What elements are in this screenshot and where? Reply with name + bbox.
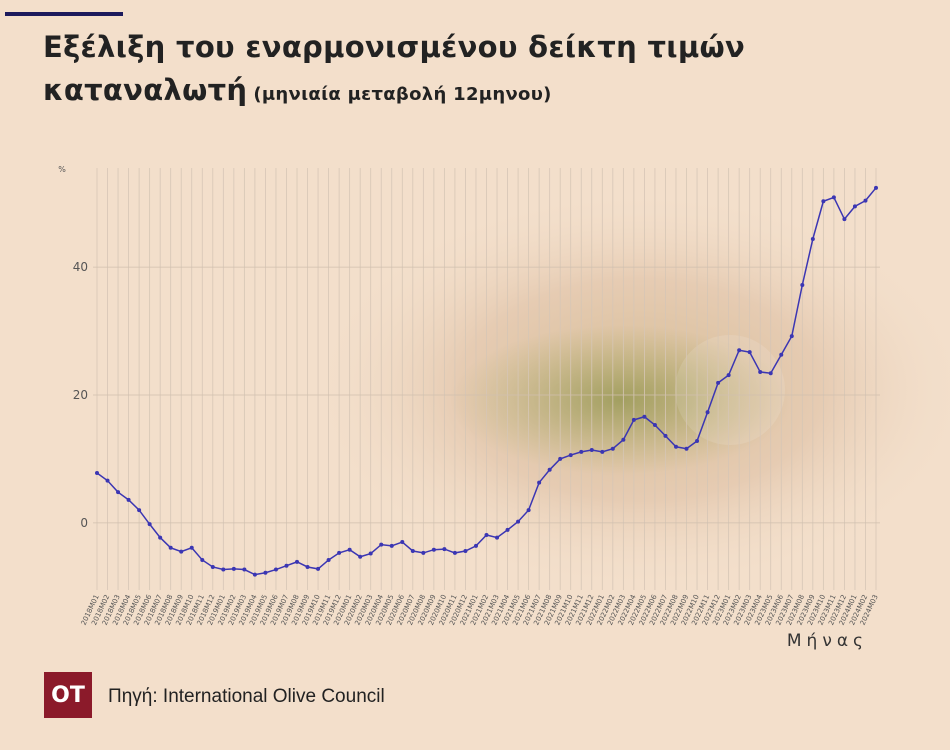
- data-point: [684, 446, 689, 451]
- data-point: [505, 527, 510, 532]
- y-tick-label: 40: [73, 260, 88, 274]
- data-point: [221, 567, 226, 572]
- source: Πηγή: International Olive Council: [108, 686, 385, 707]
- data-point: [389, 543, 394, 548]
- data-point: [379, 542, 384, 547]
- data-point: [673, 444, 678, 449]
- data-point: [252, 572, 257, 577]
- data-point: [368, 551, 373, 556]
- data-point: [537, 480, 542, 485]
- data-point: [463, 548, 468, 553]
- data-point: [137, 508, 142, 513]
- data-point: [147, 522, 152, 527]
- data-point: [663, 433, 668, 438]
- logo: OT: [44, 672, 92, 718]
- data-point: [347, 547, 352, 552]
- data-point: [558, 456, 563, 461]
- data-point: [737, 348, 742, 353]
- y-tick-label: 0: [80, 516, 88, 530]
- data-point: [589, 447, 594, 452]
- data-point: [642, 414, 647, 419]
- data-point: [631, 417, 636, 422]
- title: Εξέλιξη του εναρμονισμένου δείκτη τιμών …: [43, 26, 763, 116]
- data-point: [189, 545, 194, 550]
- accent-bar: [5, 12, 123, 16]
- data-point: [400, 540, 405, 545]
- data-point: [179, 549, 184, 554]
- data-point: [442, 547, 447, 552]
- data-point: [295, 559, 300, 564]
- data-point: [305, 564, 310, 569]
- subtitle: (μηνιαία μεταβολή 12μηνου): [253, 84, 552, 105]
- data-point: [705, 410, 710, 415]
- data-point: [358, 554, 363, 559]
- data-point: [126, 497, 131, 502]
- data-point: [779, 352, 784, 357]
- data-point: [621, 437, 626, 442]
- data-point: [747, 350, 752, 355]
- data-point: [316, 566, 321, 571]
- data-point: [831, 195, 836, 200]
- data-point: [168, 545, 173, 550]
- data-point: [516, 519, 521, 524]
- data-point: [568, 453, 573, 458]
- data-point: [421, 550, 426, 555]
- data-point: [821, 199, 826, 204]
- data-point: [231, 566, 236, 571]
- title-text: Εξέλιξη του εναρμονισμένου δείκτη τιμών …: [43, 30, 746, 107]
- data-point: [452, 550, 457, 555]
- data-point: [842, 217, 847, 222]
- data-point: [852, 204, 857, 209]
- data-point: [789, 334, 794, 339]
- data-point: [810, 236, 815, 241]
- data-point: [273, 567, 278, 572]
- data-point: [484, 533, 489, 538]
- background-glow: [675, 335, 785, 445]
- y-axis-label: %: [58, 165, 66, 174]
- data-point: [758, 369, 763, 374]
- data-point: [716, 380, 721, 385]
- data-point: [95, 470, 99, 475]
- data-point: [431, 547, 436, 552]
- data-point: [547, 467, 552, 472]
- data-point: [326, 557, 331, 562]
- data-point: [337, 550, 342, 555]
- data-point: [695, 439, 700, 444]
- data-point: [526, 508, 531, 513]
- x-axis-label: Μήνας: [787, 631, 868, 651]
- data-point: [210, 564, 215, 569]
- data-point: [242, 567, 247, 572]
- y-tick-label: 20: [73, 388, 88, 402]
- background-olives: [450, 325, 790, 475]
- data-point: [600, 449, 605, 454]
- data-point: [410, 548, 415, 553]
- data-point: [284, 563, 289, 568]
- data-point: [200, 557, 205, 562]
- data-point: [473, 543, 478, 548]
- data-point: [263, 570, 268, 575]
- data-point: [105, 478, 110, 483]
- data-point: [800, 283, 805, 288]
- data-point: [495, 535, 500, 540]
- data-point: [116, 490, 121, 495]
- data-point: [874, 185, 878, 190]
- data-point: [610, 446, 615, 451]
- data-point: [652, 423, 657, 428]
- data-point: [863, 198, 868, 203]
- data-point: [158, 535, 163, 540]
- data-point: [579, 449, 584, 454]
- data-point: [768, 371, 773, 376]
- data-point: [726, 373, 731, 378]
